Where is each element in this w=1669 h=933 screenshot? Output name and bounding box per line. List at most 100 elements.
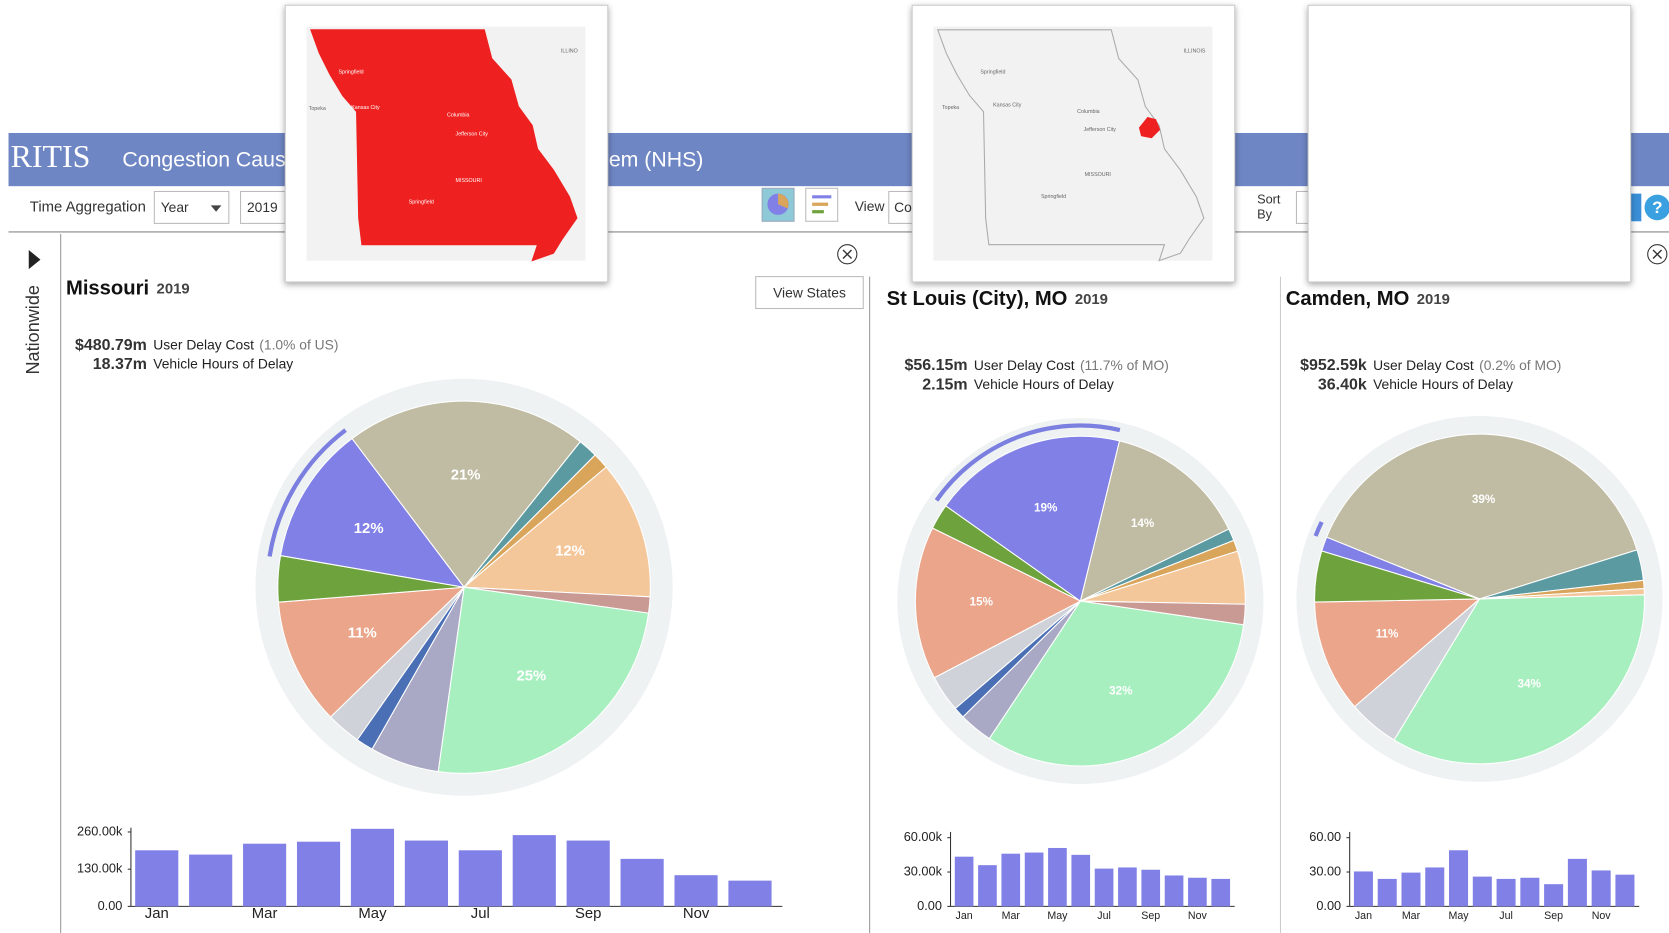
x-tick-label: Jul [471,906,490,922]
bar [1544,884,1564,907]
x-tick-label: Nov [1188,910,1208,922]
map-label: Topeka [942,105,959,111]
hours-value: 2.15m [922,376,967,393]
cost-value: $56.15m [905,357,968,374]
cost-label: User Delay Cost [153,336,254,352]
pie-slice [1079,440,1230,603]
x-tick-label: May [1047,910,1068,922]
cost-value: $480.79m [75,337,147,354]
sort-label: Sort [1257,191,1281,206]
bar [1353,871,1373,907]
map-label: Springfield [409,200,434,206]
hours-value: 36.40k [1318,376,1367,393]
sort-label: By [1257,206,1273,221]
expand-arrow[interactable] [28,250,41,270]
x-tick-label: Mar [1402,910,1421,922]
bar [1164,875,1184,907]
cost-text: User Delay Cost (1.0% of US) [153,336,338,352]
pie-label: 15% [970,595,994,608]
pie-label: 32% [1109,684,1133,697]
y-tick-label: 30.00k [904,863,943,878]
map-label: Jefferson City [1084,127,1117,133]
view-label: View [855,198,886,214]
y-tick-label: 60.00 [1309,829,1341,844]
map-tile [933,26,1213,261]
cost-share: (11.7% of MO) [1080,357,1169,373]
year-select[interactable] [240,190,286,224]
bar [189,854,233,907]
cost-share: (1.0% of US) [259,336,338,352]
pie-slice [1325,433,1638,600]
map-label: Jefferson City [456,131,489,137]
x-tick-label: Jan [145,906,169,922]
cost-label: User Delay Cost [974,357,1075,373]
map-label: Kansas City [993,103,1022,109]
y-tick-label: 0.00 [98,898,123,913]
bar [728,880,772,907]
region-name: Missouri [66,278,149,300]
y-tick-label: 30.00 [1309,863,1341,878]
bar [1118,867,1137,907]
bar [1094,868,1114,907]
pie-label: 14% [1131,517,1155,530]
bar [1211,878,1231,907]
cost-text: User Delay Cost (0.2% of MO) [1373,357,1561,373]
bar [1591,870,1611,907]
panel-title: Missouri 2019 [66,278,190,300]
close-icon [842,249,853,260]
bar [404,840,448,907]
selection-arc [1313,521,1324,537]
bar [1615,874,1635,907]
map-popup [1307,4,1632,283]
y-tick-label: 60.00k [904,829,943,844]
map-label: Columbia [1077,109,1099,115]
bar [1377,878,1397,907]
bar [674,875,718,907]
help-button[interactable] [1644,194,1669,221]
pie-label: 12% [555,543,585,559]
region-name: Camden, MO [1286,288,1410,310]
y-tick-label: 0.00 [917,898,942,913]
pie-label: 19% [1034,502,1058,515]
bar [1001,853,1021,907]
x-tick-label: Jan [1355,910,1372,922]
map-label: Columbia [447,112,469,118]
map-label: MISSOURI [1085,172,1111,178]
bar [978,865,997,907]
view-states-button[interactable] [755,276,864,310]
cost-value: $952.59k [1300,357,1367,374]
x-tick-label: Mar [1002,910,1021,922]
x-tick-label: Jul [1097,910,1111,922]
bar [1567,858,1587,907]
map-label: Springfield [980,70,1005,76]
bar [1496,878,1516,907]
title-right: em (NHS) [609,147,704,171]
x-tick-label: Sep [575,906,601,922]
pie-label: 11% [348,625,377,641]
cost-label: User Delay Cost [1373,357,1474,373]
map-label: Topeka [309,106,326,112]
time-aggregation-label: Time Aggregation [30,199,146,215]
pie-slice [279,437,466,589]
hours-label: Vehicle Hours of Delay [974,376,1114,392]
x-tick-label: May [1448,910,1469,922]
bar [1024,852,1044,907]
bar [1048,847,1067,907]
hours-label: Vehicle Hours of Delay [153,356,293,372]
county-shape [1138,117,1161,139]
view-value: Co [894,199,912,215]
title-left: Congestion Caus [122,147,285,171]
close-icon [1652,249,1663,260]
pie-slice [462,466,651,598]
pie-icon-slice [778,193,789,209]
y-tick-label: 130.00k [77,861,123,876]
region-year: 2019 [157,281,190,297]
logo: RITIS [11,139,91,174]
panel-title: Camden, MO 2019 [1286,288,1450,310]
map-label: MISSOURI [456,178,482,184]
bar [243,843,287,907]
cost-share: (0.2% of MO) [1479,357,1561,373]
x-tick-label: Nov [683,906,710,922]
